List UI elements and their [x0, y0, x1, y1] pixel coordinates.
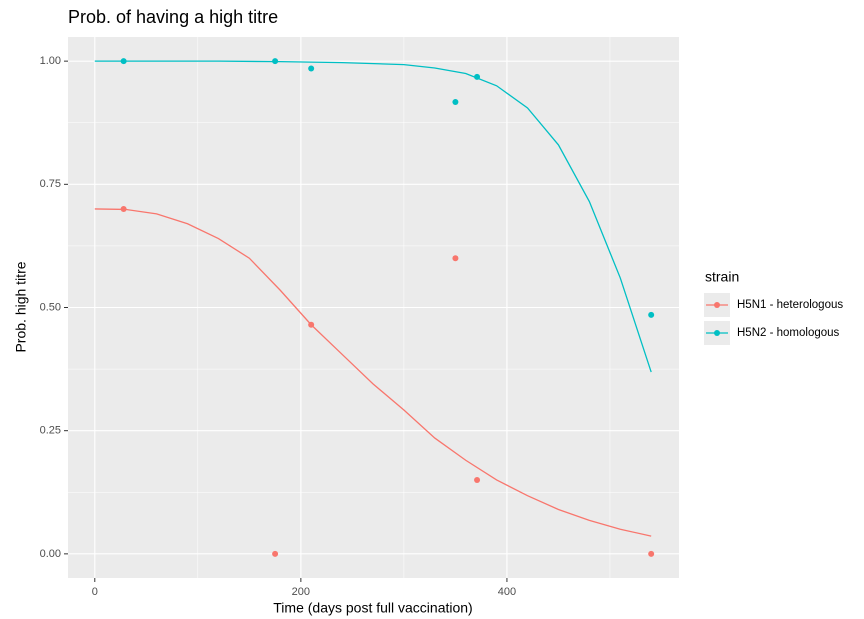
legend-dot — [714, 330, 720, 336]
point — [308, 321, 315, 328]
x-tick-label: 0 — [92, 586, 98, 598]
point — [474, 73, 481, 80]
point — [308, 65, 315, 72]
legend-dot — [714, 302, 720, 308]
point — [474, 476, 481, 483]
legend-label: H5N2 - homologous — [737, 327, 840, 339]
y-tick-label: 0.50 — [40, 301, 61, 313]
y-tick-label: 0.75 — [40, 178, 61, 190]
x-tick-label: 400 — [498, 586, 516, 598]
point — [648, 311, 655, 318]
point — [272, 58, 279, 65]
legend-title: strain — [705, 269, 739, 285]
chart-title: Prob. of having a high titre — [68, 7, 278, 27]
y-tick-label: 0.25 — [40, 425, 61, 437]
legend: H5N1 - heterologous H5N2 - homologous — [704, 293, 843, 345]
point — [452, 99, 459, 106]
marks — [94, 58, 655, 557]
point — [120, 205, 127, 212]
y-axis-title: Prob. high titre — [13, 261, 29, 352]
point — [120, 58, 127, 65]
point — [452, 255, 459, 262]
point — [648, 550, 655, 557]
x-axis-title: Time (days post full vaccination) — [273, 600, 472, 616]
y-tick-label: 1.00 — [40, 55, 61, 67]
grid — [68, 37, 679, 578]
y-tick-label: 0.00 — [40, 548, 61, 560]
legend-label: H5N1 - heterologous — [737, 299, 843, 311]
fit-line — [94, 208, 652, 537]
fit-line — [94, 60, 652, 373]
x-tick-label: 200 — [292, 586, 310, 598]
point — [272, 550, 279, 557]
